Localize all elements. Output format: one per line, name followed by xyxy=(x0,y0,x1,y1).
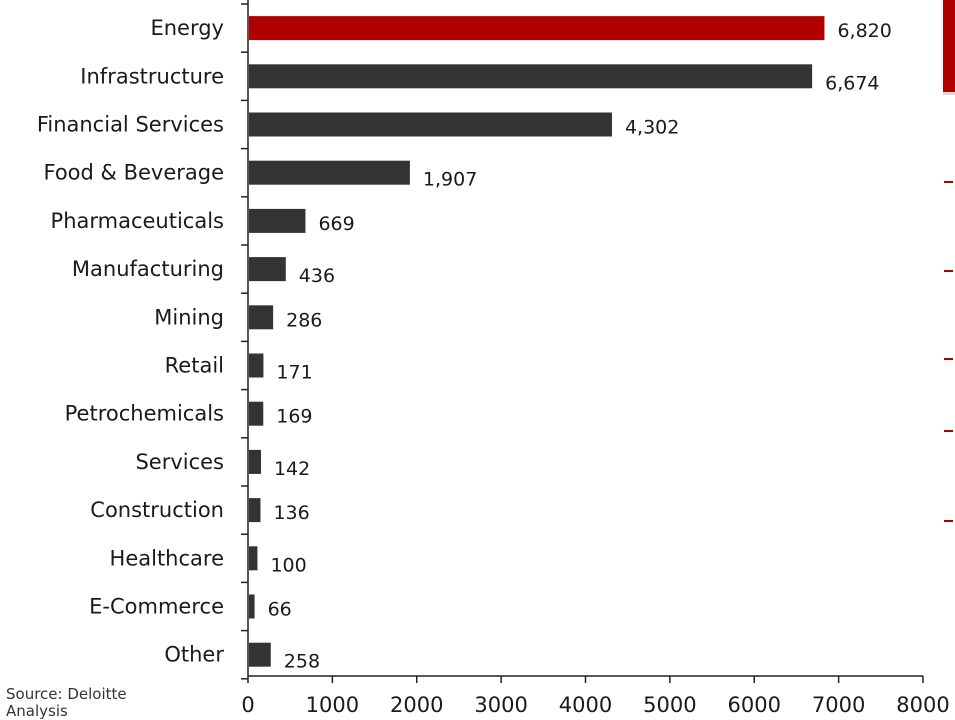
source-note: Source: Deloitte Analysis xyxy=(6,685,127,720)
category-label: Construction xyxy=(90,498,224,522)
chart-bars xyxy=(249,16,825,667)
category-labels: Energy Infrastructure Financial Services Fo… xyxy=(37,16,225,667)
value-labels: 6,820 6,674 4,302 1,907 669 436 286 171 169 142 13… xyxy=(268,20,892,673)
category-label: Infrastructure xyxy=(80,64,224,88)
category-label: Services xyxy=(135,450,224,474)
value-label: 171 xyxy=(276,362,312,384)
bar xyxy=(249,112,612,137)
value-label: 136 xyxy=(273,502,309,524)
category-label: Petrochemicals xyxy=(65,402,224,426)
side-accent-dash xyxy=(944,520,953,522)
category-label: Food & Beverage xyxy=(43,161,224,185)
side-accent-dash xyxy=(944,430,953,432)
bar xyxy=(249,305,274,330)
category-label: E-Commerce xyxy=(89,595,224,619)
category-label: Financial Services xyxy=(37,113,224,137)
side-accent-dash xyxy=(944,181,953,183)
category-label: Mining xyxy=(154,305,224,329)
category-label: Manufacturing xyxy=(72,257,224,281)
bar xyxy=(249,353,264,378)
value-label: 258 xyxy=(284,651,320,673)
x-tick-label: 1000 xyxy=(306,693,359,717)
category-label: Retail xyxy=(165,354,224,378)
x-tick-label: 5000 xyxy=(643,693,696,717)
x-tick-label: 3000 xyxy=(474,693,527,717)
category-label: Healthcare xyxy=(110,546,224,570)
bar xyxy=(249,594,255,619)
value-label: 6,820 xyxy=(837,20,891,42)
x-tick-label: 2000 xyxy=(390,693,443,717)
chart-axes xyxy=(241,0,924,683)
x-tick-label: 4000 xyxy=(559,693,612,717)
category-label: Pharmaceuticals xyxy=(51,209,224,233)
value-label: 66 xyxy=(268,599,292,621)
x-tick-label: 7000 xyxy=(812,693,865,717)
side-accent-dash xyxy=(944,358,953,360)
bar xyxy=(249,642,271,667)
value-label: 669 xyxy=(318,213,354,235)
bar xyxy=(249,64,813,89)
value-label: 1,907 xyxy=(423,169,477,191)
side-accent-dash xyxy=(944,270,953,272)
bar xyxy=(249,257,286,282)
bar xyxy=(249,401,264,426)
side-accent-bar xyxy=(943,0,955,95)
bar xyxy=(249,498,261,523)
x-tick-label: 6000 xyxy=(728,693,781,717)
category-label: Energy xyxy=(150,16,224,40)
x-tick-label: 8000 xyxy=(896,693,949,717)
value-label: 100 xyxy=(270,554,306,576)
value-label: 6,674 xyxy=(825,72,879,94)
bar xyxy=(249,208,306,233)
category-label: Other xyxy=(164,643,224,667)
bar xyxy=(249,16,825,41)
x-tick-label: 0 xyxy=(241,693,254,717)
value-label: 169 xyxy=(276,406,312,428)
value-label: 4,302 xyxy=(625,117,679,139)
bar xyxy=(249,160,410,185)
bar xyxy=(249,449,261,474)
bar xyxy=(249,546,258,571)
value-label: 142 xyxy=(274,458,310,480)
x-tick-labels: 0 1000 2000 3000 4000 5000 6000 7000 8000 xyxy=(241,693,949,717)
value-label: 286 xyxy=(286,309,322,331)
value-label: 436 xyxy=(299,265,335,287)
